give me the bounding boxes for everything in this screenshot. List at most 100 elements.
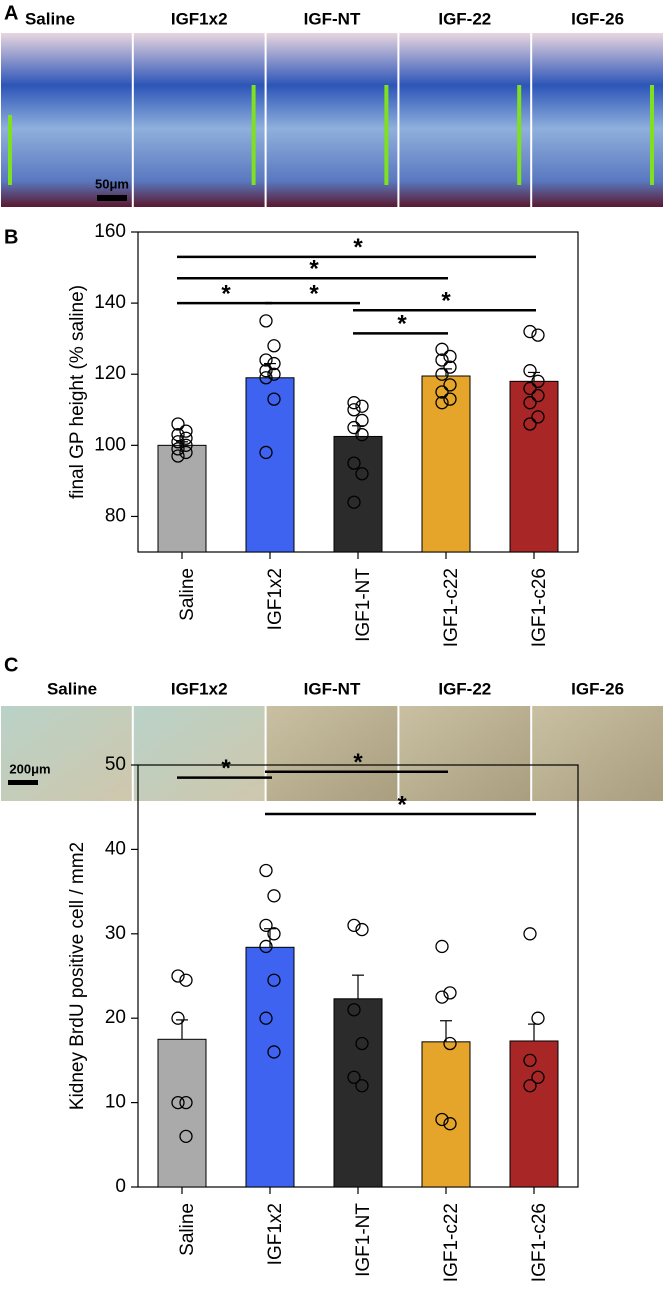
image-title: Saline xyxy=(47,679,97,698)
bar xyxy=(509,380,559,553)
data-point xyxy=(347,420,361,435)
y-tick-label: 80 xyxy=(105,505,126,526)
data-point xyxy=(347,1070,361,1084)
data-point xyxy=(443,378,457,392)
data-point xyxy=(347,1003,361,1017)
data-point xyxy=(355,1079,369,1093)
bar xyxy=(333,998,383,1188)
data-point xyxy=(267,889,281,903)
significance-star: * xyxy=(221,280,231,307)
data-point xyxy=(435,396,449,410)
data-point xyxy=(435,342,449,356)
data-point xyxy=(267,973,281,987)
data-point xyxy=(171,417,185,431)
y-tick-label: 10 xyxy=(105,1092,126,1113)
data-point xyxy=(435,353,449,367)
data-point xyxy=(523,1079,537,1093)
x-tick-label: IGF1-c26 xyxy=(529,1203,550,1282)
data-point xyxy=(443,360,457,374)
micrograph xyxy=(133,706,265,801)
data-point xyxy=(259,939,273,954)
micrograph xyxy=(532,33,663,207)
data-point xyxy=(523,417,537,431)
data-point xyxy=(523,1053,537,1068)
data-point xyxy=(259,918,273,933)
x-tick-label: IGF1-c26 xyxy=(529,568,550,647)
data-point xyxy=(259,353,273,367)
data-point xyxy=(347,456,361,470)
micrograph xyxy=(1,33,132,207)
x-tick-label: Saline xyxy=(177,1203,198,1256)
data-point xyxy=(179,424,193,438)
x-tick-label: IGF1x2 xyxy=(265,568,286,630)
bar xyxy=(157,1038,207,1188)
data-point xyxy=(179,445,193,460)
bar xyxy=(421,375,471,553)
micrograph xyxy=(1,706,132,801)
image-title: Saline xyxy=(25,9,75,28)
data-point xyxy=(443,1117,457,1131)
data-point xyxy=(259,371,273,385)
data-point xyxy=(347,918,361,933)
micrograph xyxy=(266,706,398,801)
y-tick-label: 20 xyxy=(105,1007,126,1028)
data-point xyxy=(355,399,369,413)
data-point xyxy=(443,349,457,364)
data-point xyxy=(179,438,193,452)
image-title: IGF-22 xyxy=(438,679,491,698)
data-point xyxy=(435,1112,449,1127)
data-point xyxy=(531,374,545,388)
scale-label: 200μm xyxy=(9,761,50,776)
data-point xyxy=(347,403,361,417)
data-point xyxy=(435,939,449,954)
y-tick-label: 40 xyxy=(105,838,126,859)
data-point xyxy=(171,969,185,983)
data-point xyxy=(531,388,545,403)
x-tick-label: IGF1-c22 xyxy=(441,1203,462,1282)
data-point xyxy=(267,927,281,941)
panel-label: B xyxy=(4,226,18,248)
data-point xyxy=(523,927,537,941)
y-axis-label: final GP height (% saline) xyxy=(67,285,88,499)
data-point xyxy=(259,314,273,328)
data-point xyxy=(355,467,369,481)
data-point xyxy=(523,324,537,339)
image-title: IGF-22 xyxy=(438,9,491,28)
data-point xyxy=(523,396,537,410)
data-point xyxy=(267,367,281,381)
panel-label: C xyxy=(4,654,18,676)
x-tick-label: IGF1-c22 xyxy=(441,568,462,647)
data-point xyxy=(531,410,545,424)
bar xyxy=(333,435,383,553)
data-point xyxy=(531,1011,545,1025)
image-title: IGF-26 xyxy=(571,679,624,698)
scale-label: 50μm xyxy=(95,176,129,191)
data-point xyxy=(443,1036,457,1051)
micrograph xyxy=(266,33,398,207)
significance-star: * xyxy=(309,280,319,307)
y-tick-label: 50 xyxy=(105,754,126,775)
significance-star: * xyxy=(221,755,231,782)
image-title: IGF1x2 xyxy=(171,9,228,28)
bar xyxy=(245,946,295,1188)
data-point xyxy=(531,328,545,342)
data-point xyxy=(523,364,537,378)
data-point xyxy=(259,445,273,460)
micrograph xyxy=(399,706,531,801)
data-point xyxy=(347,495,361,509)
image-title: IGF1x2 xyxy=(171,679,228,698)
significance-star: * xyxy=(397,311,407,338)
scale-bar xyxy=(8,780,38,785)
data-point xyxy=(179,431,193,445)
data-point xyxy=(347,396,361,410)
y-tick-label: 100 xyxy=(94,434,126,455)
data-point xyxy=(443,986,457,1000)
y-tick-label: 160 xyxy=(94,221,126,242)
data-point xyxy=(179,1095,193,1110)
data-point xyxy=(179,973,193,987)
y-tick-label: 30 xyxy=(105,923,126,944)
y-tick-label: 140 xyxy=(94,292,126,313)
data-point xyxy=(259,863,273,878)
image-title: IGF-26 xyxy=(571,9,624,28)
